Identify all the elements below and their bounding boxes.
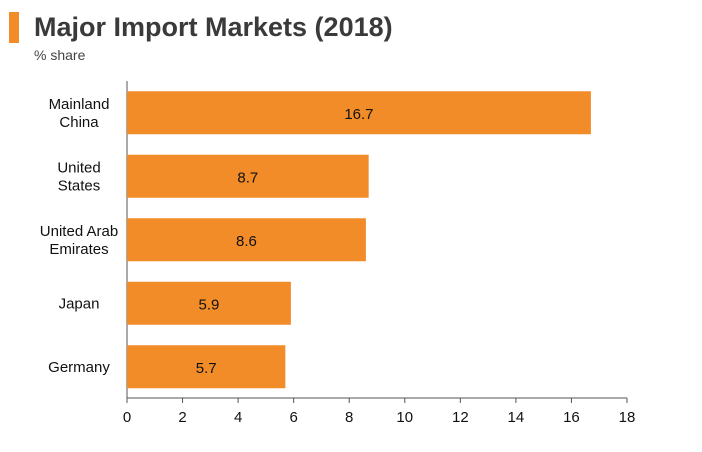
x-tick-label: 18 (619, 409, 636, 426)
x-tick-label: 14 (508, 409, 525, 426)
category-label-line: China (59, 114, 99, 131)
category-label: Mainland China (49, 96, 110, 131)
chart-title: Major Import Markets (2018) (34, 12, 393, 42)
category-label-line: United Arab (40, 223, 118, 240)
category-label: Japan (59, 295, 100, 312)
category-label: United Arab Emirates (40, 223, 118, 258)
x-tick-label: 2 (178, 409, 186, 426)
bar-value-label: 8.6 (236, 233, 257, 250)
category-label: United States (57, 159, 100, 194)
category-label-line: United (57, 159, 100, 176)
bar-value-label: 16.7 (344, 106, 373, 123)
bar-value-label: 8.7 (237, 169, 258, 186)
bar-value-label: 5.9 (199, 296, 220, 313)
x-tick-label: 0 (123, 409, 131, 426)
bar-value-label: 5.7 (196, 360, 217, 377)
category-label-line: Japan (59, 295, 100, 312)
bar (127, 91, 591, 135)
x-tick-label: 12 (452, 409, 469, 426)
x-tick-label: 10 (396, 409, 413, 426)
category-label-line: Germany (48, 359, 110, 376)
chart-subtitle: % share (34, 47, 86, 63)
bar (127, 345, 286, 389)
x-tick-label: 4 (234, 409, 242, 426)
category-label-line: States (58, 177, 101, 194)
bar (127, 281, 291, 325)
x-tick-label: 8 (345, 409, 353, 426)
category-label-line: Mainland (49, 96, 110, 113)
bar (127, 218, 366, 262)
title-accent-bar (9, 12, 19, 43)
x-tick-label: 6 (289, 409, 297, 426)
bar (127, 154, 369, 198)
category-label: Germany (48, 359, 110, 376)
x-tick-label: 16 (563, 409, 580, 426)
category-label-line: Emirates (49, 241, 108, 258)
